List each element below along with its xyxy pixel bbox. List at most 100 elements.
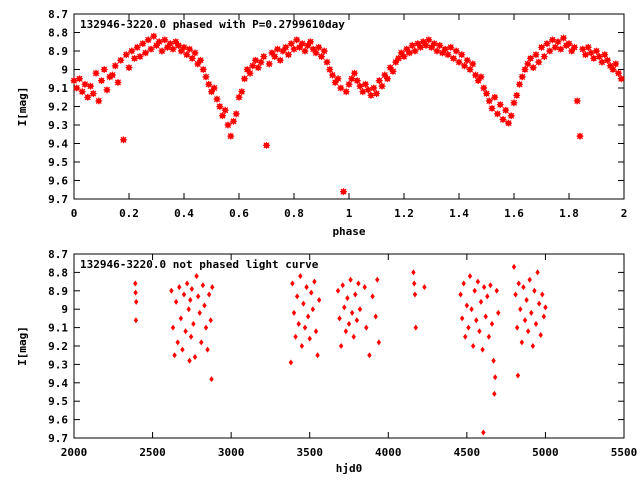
data-point [463,56,471,64]
data-point [499,116,507,123]
data-point [221,106,229,114]
data-point [276,56,284,64]
data-point [279,47,287,55]
data-point [560,34,567,42]
data-point [521,284,526,291]
data-point [458,51,466,59]
data-point [345,80,353,88]
data-point [516,80,523,88]
data-point [180,43,188,51]
data-point [477,73,485,81]
data-point [478,298,484,305]
data-point [510,99,518,107]
data-point [349,309,355,316]
data-point [173,298,179,305]
data-point [505,119,512,127]
data-point [298,40,306,47]
data-point [529,309,534,316]
data-point [359,88,367,96]
plot-frame [73,253,625,439]
data-point [312,278,317,285]
x-tick-label: 0.2 [119,207,139,220]
data-point [486,333,492,340]
data-point [232,110,240,118]
data-point [524,297,529,303]
data-point [433,47,441,55]
data-point [329,71,336,79]
data-point [617,75,625,83]
data-point [425,36,433,44]
data-point [340,188,347,195]
data-point [290,280,295,287]
data-point [604,56,611,64]
data-point [590,55,598,62]
data-point [187,357,192,364]
y-axis-label: I[mag] [16,326,29,366]
data-point [356,280,361,287]
data-point [447,43,455,51]
data-point [208,88,215,96]
data-point [263,141,270,149]
data-point [412,291,418,298]
data-point [95,97,103,105]
y-tick-label: 9.4 [48,138,68,151]
chart-panel-1: 8.7 8.8 8.9 9 9.1 9.2 9.3 9.4 9.5 9.6 9.70 0.2 0.4 0.… [16,8,627,238]
data-point [298,273,303,280]
data-point [313,328,319,335]
data-point [491,357,496,364]
data-point [304,42,312,49]
data-point [191,320,196,327]
data-point [285,51,292,59]
data-point [230,117,237,125]
x-tick-label: 1.8 [559,207,579,220]
data-point [470,343,476,349]
y-tick-label: 9.5 [48,156,68,169]
data-point [136,53,144,60]
data-point [342,88,350,96]
data-point [348,75,356,83]
data-point [133,289,138,296]
data-point [532,51,540,59]
data-point [158,47,166,55]
data-point [612,60,620,68]
data-point [573,97,581,105]
data-point [316,297,322,303]
data-point [353,77,361,84]
data-point [397,49,405,57]
data-point [205,346,210,353]
data-point [411,47,419,55]
data-point [92,69,100,77]
data-point [413,324,418,331]
data-point [294,293,300,300]
data-point [291,309,297,316]
data-point [153,42,160,49]
data-point [206,291,212,298]
data-point [197,309,202,316]
data-point [307,38,314,46]
data-point [175,339,180,346]
data-point [235,93,243,101]
data-point [133,43,141,51]
data-point [538,43,545,51]
data-point [302,324,308,331]
data-point [254,64,262,72]
data-point [260,53,268,60]
data-point [381,71,389,79]
y-tick-label: 9.3 [48,119,68,132]
data-point [356,82,364,90]
data-point [111,62,119,70]
data-point [210,84,218,92]
data-point [170,324,176,331]
data-point [318,53,325,60]
data-point [546,47,554,55]
data-point [535,58,543,66]
data-point [169,287,174,294]
data-point [320,47,328,55]
data-point [274,45,281,53]
data-point [293,36,301,44]
data-point [172,38,180,46]
data-point [241,75,248,83]
data-point [527,55,534,62]
data-point [342,304,347,311]
data-point [139,40,147,47]
